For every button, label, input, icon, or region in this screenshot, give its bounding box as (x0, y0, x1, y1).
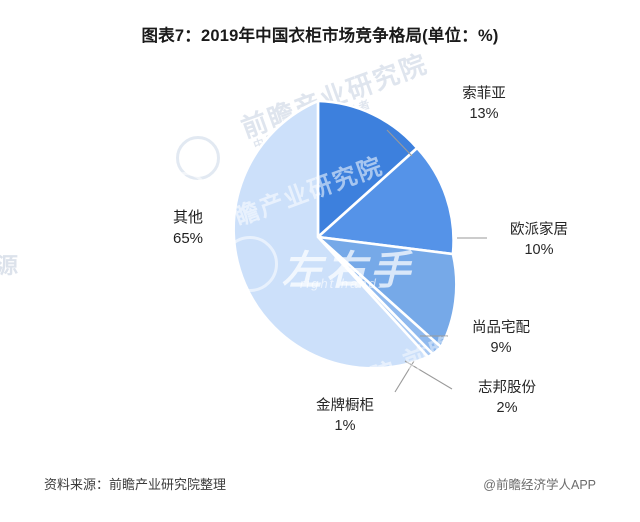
pie-label-shangpinzhaipei-name: 尚品宅配 (472, 320, 530, 336)
pie-label-zhibanggufen: 志邦股份 2% (452, 378, 562, 418)
pie-label-qita-name: 其他 (172, 209, 203, 226)
pie-label-suofeiya: 索菲亚 13% (424, 84, 544, 124)
pie-slice-qita[interactable] (232, 99, 431, 370)
pie-label-jinpaichugui-name: 金牌橱柜 (316, 398, 374, 414)
leader-lines (386, 129, 487, 393)
pie-label-suofeiya-value: 13% (469, 106, 499, 122)
pie-label-jinpaichugui-value: 1% (334, 418, 356, 434)
pie-slice-shangpinzhaipei[interactable] (314, 235, 458, 350)
pie-slices (232, 99, 458, 370)
pie-label-shangpinzhaipei: 尚品宅配 9% (446, 318, 556, 358)
app-credit: @前瞻经济学人APP (483, 478, 596, 492)
leader-line-zhibanggufen (404, 360, 453, 390)
pie-label-jinpaichugui: 金牌橱柜 1% (290, 396, 400, 436)
pie-label-qita: 其他 65% (143, 208, 233, 249)
plot-area: 前瞻产业研究院 中国产业咨询领跑者 (0, 48, 640, 448)
pie-label-suofeiya-name: 索菲亚 (462, 86, 506, 102)
page-title: 图表7：2019年中国衣柜市场竞争格局(单位：%) (141, 27, 499, 45)
pie-label-oupaijiaju-name: 欧派家居 (510, 222, 568, 238)
leader-line-suofeiya (386, 129, 413, 157)
source-note: 资料来源：前瞻产业研究院整理 (44, 477, 227, 492)
footer: 资料来源：前瞻产业研究院整理 @前瞻经济学人APP (0, 462, 640, 522)
pie-chart (232, 99, 487, 393)
pie-label-zhibanggufen-name: 志邦股份 (478, 380, 536, 396)
leader-line-jinpaichugui (394, 360, 415, 393)
pie-label-shangpinzhaipei-value: 9% (490, 340, 512, 356)
pie-label-qita-value: 65% (172, 229, 204, 247)
pie-label-zhibanggufen-value: 2% (496, 400, 518, 416)
pie-label-oupaijiaju-value: 10% (524, 242, 554, 258)
pie-slice-oupaijiaju[interactable] (315, 146, 455, 256)
pie-label-oupaijiaju: 欧派家居 10% (484, 220, 594, 260)
